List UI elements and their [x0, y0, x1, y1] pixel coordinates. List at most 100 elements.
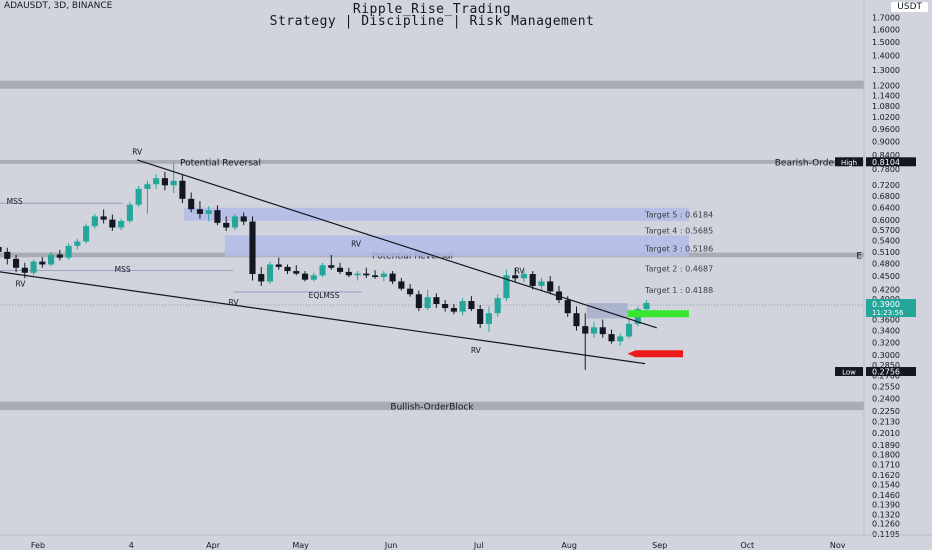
candle-body [170, 180, 177, 186]
price-tick: 1.0800 [872, 102, 900, 111]
candle-body [617, 336, 624, 342]
high-value-box [866, 157, 916, 167]
candle-body [293, 271, 300, 274]
candle-body [161, 178, 168, 186]
price-tick: 1.2000 [872, 81, 900, 90]
time-tick: Oct [740, 541, 754, 550]
currency-badge[interactable]: USDT [891, 2, 928, 12]
price-tick: 0.6800 [872, 192, 900, 201]
price-tick: 0.2400 [872, 394, 900, 403]
low-label-box [835, 367, 863, 377]
candle-body [30, 261, 37, 273]
target-label: Target 4 : 0.5685 [644, 227, 713, 236]
high-value: 0.8104 [872, 158, 900, 167]
price-tick: 0.1320 [872, 511, 900, 520]
low-value: 0.2756 [872, 368, 900, 377]
candle-body [56, 254, 63, 258]
candle-body [214, 210, 221, 223]
target-label: Target 1 : 0.4188 [644, 286, 713, 295]
price-tick: 0.2250 [872, 407, 900, 416]
candle-body [450, 308, 457, 312]
candle-body [126, 204, 133, 221]
candle-body [363, 273, 370, 276]
candle-body [91, 216, 98, 227]
stop-loss-marker [627, 350, 684, 358]
candle-body [144, 184, 151, 189]
zone-right-label: E [856, 251, 862, 261]
target-box [183, 207, 689, 221]
candle-body [301, 273, 309, 280]
candle-body [74, 241, 81, 246]
time-tick: Nov [830, 541, 846, 550]
candle-body [240, 216, 247, 222]
price-tick: 0.8400 [872, 151, 900, 160]
candle-body [433, 297, 440, 305]
price-tick: 0.7200 [872, 181, 900, 190]
candle-body [512, 275, 519, 279]
low-value-box [866, 367, 916, 377]
time-tick: Jul [473, 541, 484, 550]
candle-body [354, 273, 361, 276]
candle-body [477, 309, 484, 324]
target-label: Target 5 : 0.6184 [644, 210, 713, 219]
price-tick: 0.2550 [872, 383, 900, 392]
price-tick: 0.6000 [872, 216, 900, 225]
low-label: Low [842, 369, 856, 377]
candle-body [415, 294, 422, 309]
price-tick: 0.9000 [872, 137, 900, 146]
candle-body [599, 327, 606, 335]
current-price-box [866, 299, 916, 318]
candle-body [643, 303, 650, 310]
time-tick: Aug [561, 541, 577, 550]
zone-band [0, 80, 864, 89]
candle-body [39, 261, 46, 265]
candle-body [336, 267, 344, 272]
target-label: Target 3 : 0.5186 [644, 245, 713, 254]
price-tick: 0.2130 [872, 418, 900, 427]
candle-body [223, 222, 230, 228]
candle-body [48, 254, 55, 265]
candle-body [372, 275, 379, 278]
price-tick: 0.7800 [872, 165, 900, 174]
candle-body [12, 258, 20, 268]
candle-body [0, 246, 2, 252]
candle-body [503, 275, 510, 299]
candle-body [485, 313, 492, 324]
price-tick: 1.1400 [872, 91, 900, 100]
price-tick: 1.5000 [872, 38, 900, 47]
price-tick: 0.4500 [872, 272, 900, 281]
candle-body [4, 251, 11, 259]
candle-body [389, 273, 396, 282]
structure-annotation: RV [471, 346, 482, 355]
price-tick: 1.6000 [872, 26, 900, 35]
candle-body [196, 209, 204, 214]
bar-countdown: 11:23:56 [872, 309, 904, 317]
candle-body [258, 274, 265, 282]
price-tick: 0.1540 [872, 481, 900, 490]
price-tick: 0.5100 [872, 248, 900, 257]
candle-body [284, 266, 291, 272]
candle-body [398, 281, 405, 289]
time-tick: May [292, 541, 309, 550]
candle-body [407, 288, 414, 295]
candle-body [520, 274, 528, 279]
current-price: 0.3900 [872, 300, 900, 309]
candle-body [582, 326, 589, 334]
price-tick: 0.4800 [872, 260, 900, 269]
candle-body [100, 216, 107, 220]
candle-body [310, 275, 317, 280]
price-tick: 0.6400 [872, 204, 900, 213]
symbol-label[interactable]: ADAUSDT, 3D, BINANCE [4, 1, 113, 11]
structure-annotation: MSS [7, 197, 23, 206]
price-tick: 0.1390 [872, 501, 900, 510]
candle-body [275, 264, 282, 267]
candle-body [468, 301, 475, 310]
structure-annotation: MSS [115, 265, 131, 274]
structure-annotation: RV [515, 267, 526, 276]
zone-band [0, 159, 864, 164]
candle-body [319, 265, 326, 276]
zone-label: Bullish-OrderBlock [390, 402, 474, 412]
time-tick: Jun [384, 541, 398, 550]
